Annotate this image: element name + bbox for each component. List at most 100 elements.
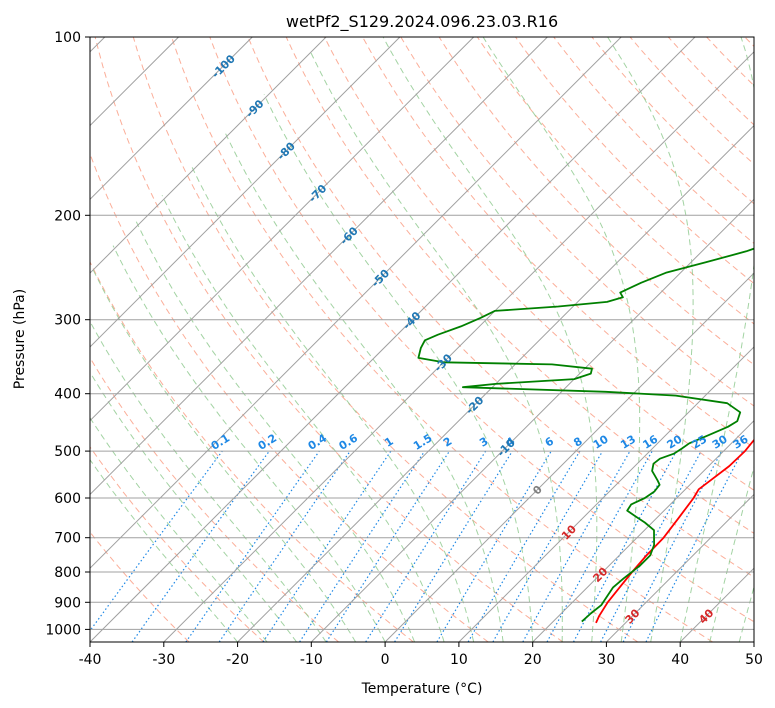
isotherm-line <box>310 198 754 642</box>
dry-adiabat-line <box>744 37 754 48</box>
y-tick-label: 800 <box>54 565 81 581</box>
isotherm-line <box>753 641 754 642</box>
mixing-ratio-lines <box>90 450 744 642</box>
moist-adiabat-line <box>90 416 268 642</box>
isotherm-line <box>90 37 696 642</box>
mixing-ratio-line <box>467 450 581 642</box>
x-tick-label: -40 <box>79 652 102 668</box>
dry-adiabat-line <box>323 37 754 491</box>
mixing-ratio-label: 3 <box>477 435 490 450</box>
x-tick-label: -10 <box>300 652 323 668</box>
isotherm-line <box>90 37 327 274</box>
isotherm-line <box>458 346 754 642</box>
x-tick-label: -30 <box>152 652 175 668</box>
isotherm-line <box>163 51 754 642</box>
y-tick-label: 900 <box>54 595 81 611</box>
mixing-ratio-label: 13 <box>618 433 638 452</box>
isotherm-line <box>90 37 401 348</box>
dry-adiabat-line <box>706 37 754 87</box>
moist-adiabat-line <box>709 465 754 642</box>
moist-adiabat-line <box>263 94 534 642</box>
isotherm-label: -10 <box>495 436 518 459</box>
mixing-ratio-line <box>436 450 552 642</box>
mixing-ratio-line <box>600 450 702 642</box>
x-tick-label: 0 <box>381 652 390 668</box>
x-tick-label: 20 <box>524 652 542 668</box>
mixing-ratio-label: 1.5 <box>411 431 434 452</box>
moist-adiabat-line <box>482 37 641 642</box>
mixing-ratio-line <box>365 450 487 642</box>
y-tick-label: 1000 <box>45 622 81 638</box>
plot-frame <box>89 36 755 643</box>
isotherm-line <box>384 272 754 642</box>
moist-adiabat-line <box>679 37 754 642</box>
mixing-ratio-label: 8 <box>571 435 584 450</box>
moist-adiabat-line <box>308 49 563 642</box>
mixing-ratio-label: 30 <box>710 432 730 451</box>
y-tick-label: 200 <box>54 208 81 224</box>
mixing-ratio-line <box>572 450 677 642</box>
x-tick-label: 50 <box>745 652 763 668</box>
moist-adiabat-line <box>90 320 327 642</box>
y-axis: 100 200 300 400 500 600 700 800 900 1000 <box>45 30 90 638</box>
mixing-ratio-line <box>218 450 351 642</box>
isotherm-label: -80 <box>275 139 298 162</box>
x-axis-label: Temperature (°C) <box>361 681 483 697</box>
dry-adiabat-line <box>553 37 754 245</box>
profile-series <box>417 247 754 624</box>
chart-title: wetPf2_S129.2024.096.23.03.R16 <box>286 12 558 32</box>
mixing-ratio-line <box>262 450 392 642</box>
mixing-ratio-line <box>299 450 426 642</box>
moist-adiabat-line <box>90 371 297 642</box>
moist-adiabat-line <box>607 37 694 642</box>
dry-adiabat-line <box>90 531 190 642</box>
moist-adiabat-line <box>382 37 598 642</box>
isotherm-line <box>679 567 754 642</box>
moist-adiabat-line <box>161 195 445 642</box>
mixing-ratio-label: 1 <box>382 435 395 450</box>
mixing-ratio-line <box>522 450 631 642</box>
mixing-ratio-label: 0.4 <box>306 431 330 453</box>
moist-adiabat-line <box>112 245 386 642</box>
dry-adiabat-line <box>94 37 564 642</box>
y-tick-label: 400 <box>54 387 81 403</box>
dry-adiabat-line <box>667 37 754 126</box>
isotherm-line <box>90 37 548 496</box>
mixing-ratio-line <box>90 450 223 632</box>
dry-adiabat-line <box>629 37 754 165</box>
dry-adiabat-line <box>132 37 639 642</box>
x-tick-label: 40 <box>671 652 689 668</box>
mixing-ratio-line <box>131 450 270 642</box>
y-tick-label: 700 <box>54 531 81 547</box>
mixing-ratio-label: 10 <box>591 432 611 451</box>
x-axis: -40 -30 -20 -10 0 10 20 30 40 50 <box>79 642 763 668</box>
mixing-ratio-line <box>492 450 604 642</box>
dry-adiabat-line <box>438 37 754 366</box>
isotherm-lines <box>90 37 754 642</box>
y-tick-label: 100 <box>54 30 81 46</box>
dry-adiabat-line <box>90 356 339 642</box>
mixing-ratio-label: 0.1 <box>209 431 232 452</box>
mixing-ratio-line <box>185 450 320 642</box>
x-tick-label: 30 <box>597 652 615 668</box>
isotherm-label: -100 <box>209 52 238 81</box>
x-tick-label: -20 <box>226 652 249 668</box>
moist-adiabat-line <box>190 165 475 642</box>
isotherm-line <box>90 37 475 422</box>
y-tick-label: 600 <box>54 491 81 507</box>
y-axis-label: Pressure (hPa) <box>12 289 28 389</box>
isotherm-line <box>90 37 622 569</box>
dewpoint-line <box>417 247 754 623</box>
dry-adiabat-line <box>400 37 754 407</box>
isotherm-line <box>606 493 754 642</box>
mixing-ratio-line <box>394 450 513 642</box>
moist-adiabat-line <box>738 585 754 642</box>
mixing-ratio-label: 6 <box>543 434 557 449</box>
dry-adiabat-line <box>90 446 265 642</box>
temperature-line <box>595 438 754 624</box>
dry-adiabat-line <box>515 37 754 285</box>
y-tick-label: 300 <box>54 313 81 329</box>
dry-adiabat-line <box>90 260 414 642</box>
y-tick-label: 500 <box>54 444 81 460</box>
